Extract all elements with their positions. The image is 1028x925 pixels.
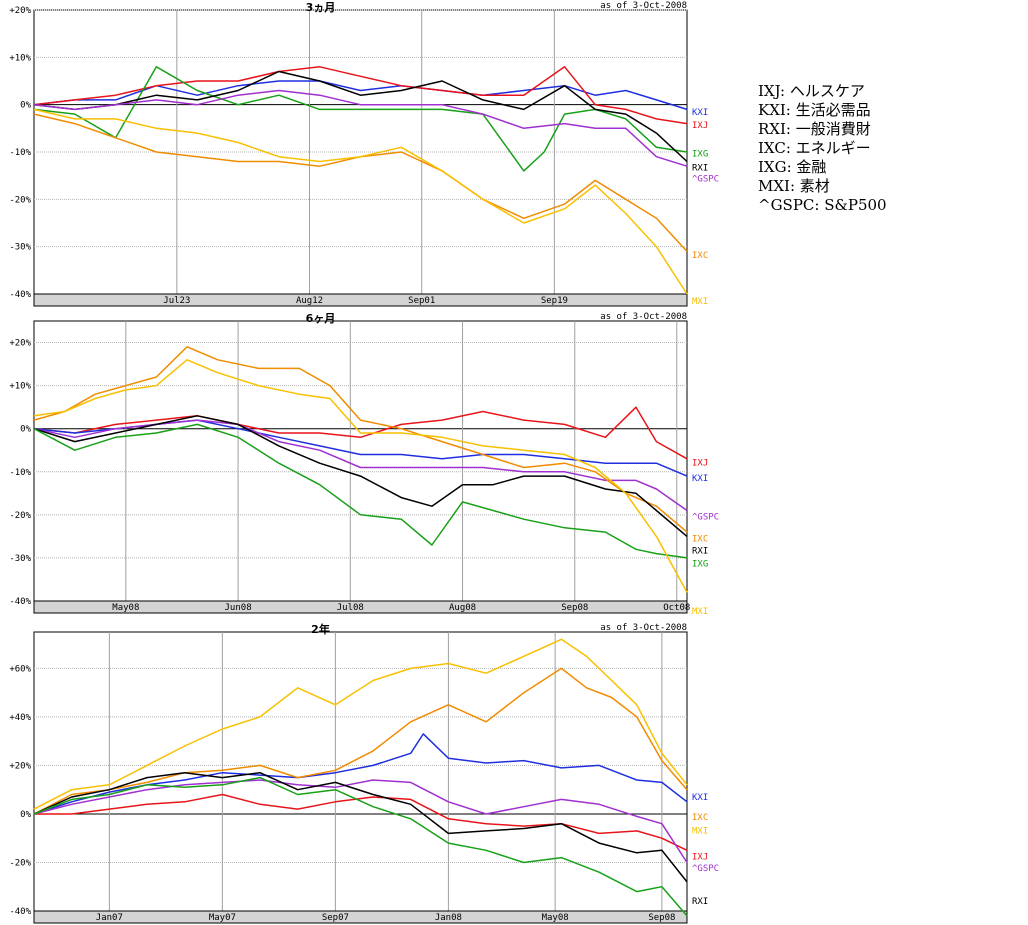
y-tick-label: +10%	[9, 382, 31, 392]
y-tick-label: +40%	[9, 713, 31, 723]
x-tick-label: Aug08	[449, 603, 476, 613]
as-of-date: as of 3-Oct-2008	[600, 623, 687, 633]
x-tick-label: May08	[542, 913, 569, 923]
series-end-label: RXI	[692, 164, 708, 174]
x-tick-label: Sep01	[408, 296, 435, 306]
y-tick-label: +10%	[9, 53, 31, 63]
series-line-gspc	[33, 779, 688, 863]
series-line-mxi	[33, 359, 688, 593]
y-tick-label: 0%	[20, 810, 31, 820]
series-line-ixc	[33, 346, 688, 533]
y-tick-label: +60%	[9, 664, 31, 674]
x-tick-label: Jul08	[337, 603, 364, 613]
x-tick-label: Oct08	[663, 603, 690, 613]
series-line-ixj	[33, 406, 688, 460]
legend-note-line: RXI: 一般消費財	[758, 120, 871, 138]
plot-frame	[33, 631, 688, 912]
series-line-kxi	[33, 80, 688, 111]
series-end-label: KXI	[692, 108, 708, 118]
series-line-ixj	[34, 793, 688, 851]
series-line-ixj	[33, 66, 688, 125]
series-end-label: ^GSPC	[692, 513, 719, 523]
series-end-label: KXI	[692, 793, 708, 803]
series-line-kxi	[33, 733, 688, 815]
x-tick-label: Jun08	[225, 603, 252, 613]
x-tick-label: Jul23	[163, 296, 190, 306]
series-end-label: RXI	[692, 547, 708, 557]
chart-title: 2年	[311, 622, 330, 636]
x-tick-label: Sep19	[541, 296, 568, 306]
series-end-label: ^GSPC	[692, 864, 719, 874]
as-of-date: as of 3-Oct-2008	[600, 312, 687, 322]
series-end-label: MXI	[692, 297, 708, 307]
y-tick-label: -40%	[9, 907, 31, 917]
y-tick-label: -10%	[9, 148, 31, 158]
chart-title: 3ヵ月	[306, 1, 336, 14]
x-tick-label: Jan08	[435, 913, 462, 923]
y-tick-label: -30%	[9, 554, 31, 564]
legend-note-line: KXI: 生活必需品	[758, 101, 871, 119]
x-axis-strip	[33, 910, 688, 924]
legend-note-line: IXC: エネルギー	[758, 139, 871, 157]
series-line-ixc	[33, 667, 688, 815]
x-axis-strip	[33, 293, 688, 307]
series-end-label: IXG	[692, 560, 708, 570]
y-tick-label: 0%	[20, 101, 31, 111]
y-tick-label: -10%	[9, 468, 31, 478]
series-end-label: IXC	[692, 813, 708, 823]
y-tick-label: 0%	[20, 425, 31, 435]
x-tick-label: May08	[112, 603, 139, 613]
y-tick-label: -20%	[9, 858, 31, 868]
legend-note-line: MXI: 素材	[758, 177, 830, 195]
series-end-label: IXJ	[692, 458, 708, 468]
series-line-rxi	[33, 771, 688, 883]
y-tick-label: -40%	[9, 597, 31, 607]
series-end-label: IXJ	[692, 852, 708, 862]
ticker-legend-note: IXJ: ヘルスケア KXI: 生活必需品 RXI: 一般消費財 IXC: エネ…	[758, 82, 887, 215]
legend-note-line: IXG: 金融	[758, 158, 827, 176]
series-end-label: KXI	[692, 474, 708, 484]
x-tick-label: Sep08	[561, 603, 588, 613]
legend-note-line: ^GSPC: S&P500	[758, 196, 887, 214]
series-line-gspc	[33, 89, 688, 167]
series-end-label: MXI	[692, 607, 708, 617]
series-line-rxi	[33, 70, 688, 163]
series-line-ixg	[33, 423, 688, 559]
series-end-label: MXI	[692, 826, 708, 836]
series-line-ixg	[33, 776, 688, 917]
y-tick-label: +20%	[9, 761, 31, 771]
x-axis-strip	[33, 600, 688, 614]
x-tick-label: Aug12	[296, 296, 323, 306]
series-line-mxi	[33, 638, 688, 810]
legend-note-line: IXJ: ヘルスケア	[758, 82, 865, 100]
y-tick-label: +20%	[9, 339, 31, 349]
series-line-ixc	[33, 113, 688, 252]
as-of-date: as of 3-Oct-2008	[600, 1, 687, 11]
x-tick-label: Sep08	[648, 913, 675, 923]
y-tick-label: -20%	[9, 511, 31, 521]
y-tick-label: -30%	[9, 243, 31, 253]
series-line-rxi	[33, 415, 688, 537]
series-end-label: IXJ	[692, 121, 708, 131]
series-line-mxi	[33, 108, 688, 295]
chart-title: 6ヶ月	[306, 312, 336, 325]
x-tick-label: May07	[209, 913, 236, 923]
y-tick-label: +20%	[9, 6, 31, 16]
y-tick-label: -40%	[9, 290, 31, 300]
y-tick-label: -20%	[9, 195, 31, 205]
series-end-label: RXI	[692, 897, 708, 907]
x-tick-label: Sep07	[322, 913, 349, 923]
series-end-label: IXC	[692, 535, 708, 545]
series-end-label: ^GSPC	[692, 175, 719, 185]
x-tick-label: Jan07	[96, 913, 123, 923]
series-end-label: IXC	[692, 251, 708, 261]
series-end-label: IXG	[692, 149, 708, 159]
